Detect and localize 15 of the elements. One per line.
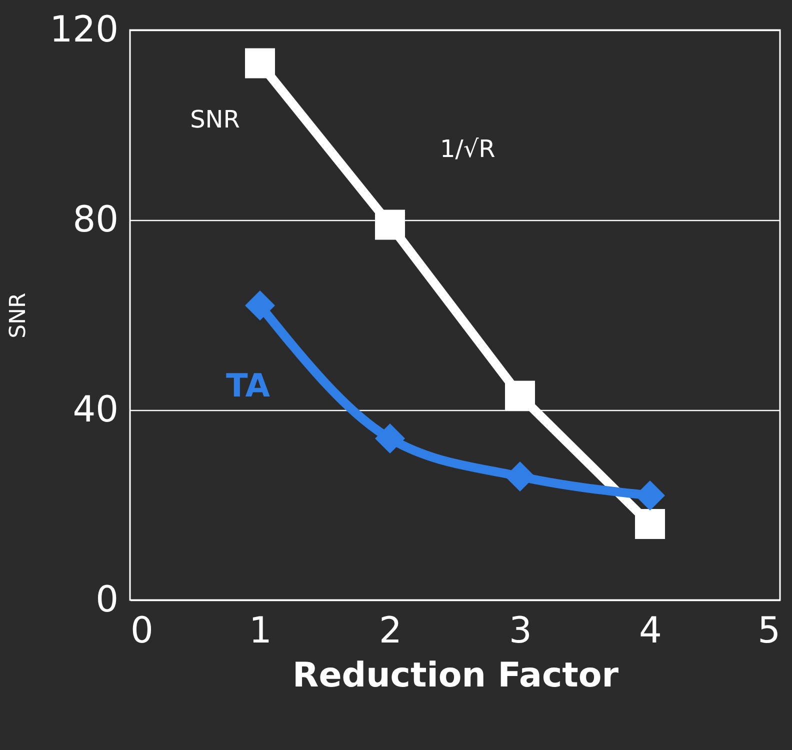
y-tick-label: 80 — [72, 200, 118, 240]
x-tick-label: 1 — [249, 610, 272, 652]
series-label: SNR — [190, 105, 240, 134]
y-tick-label: 0 — [96, 580, 118, 620]
annotation: 1/√R — [440, 135, 496, 163]
y-tick-label: 120 — [50, 10, 118, 50]
x-tick-label: 5 — [758, 610, 780, 652]
x-tick-label: 3 — [509, 610, 532, 652]
y-tick-label: 40 — [72, 390, 118, 430]
x-tick-label: 0 — [130, 610, 154, 652]
x-axis-title: Reduction Factor — [292, 656, 619, 696]
series-label: TA — [226, 366, 270, 404]
x-tick-label: 4 — [639, 610, 662, 652]
x-tick-label: 2 — [379, 610, 402, 652]
y-axis-title: SNR — [6, 292, 31, 338]
